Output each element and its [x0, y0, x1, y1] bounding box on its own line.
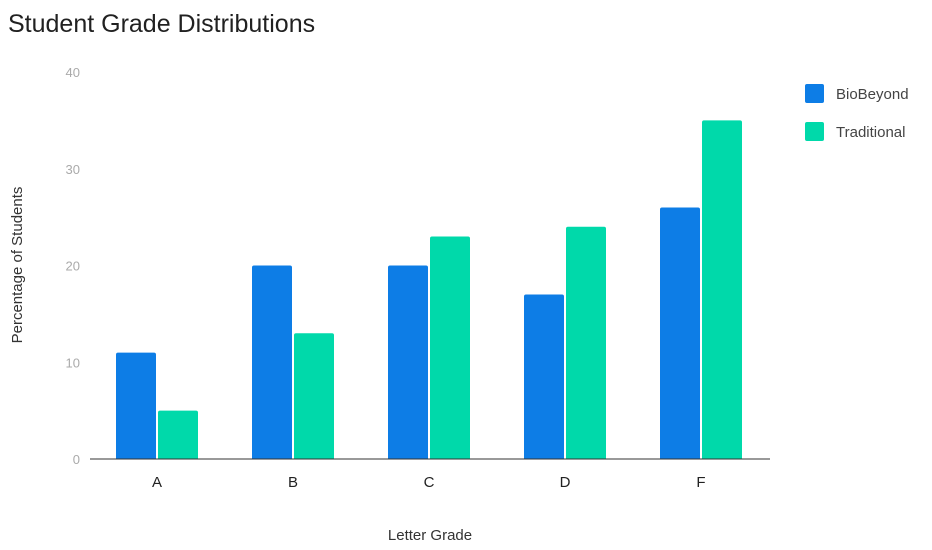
legend-swatch-biobeyond: [805, 84, 824, 103]
bar-traditional-f: [702, 120, 742, 459]
y-tick-label: 10: [66, 355, 80, 370]
legend-label-traditional: Traditional: [836, 124, 905, 141]
x-axis-label: Letter Grade: [388, 527, 472, 544]
bar-traditional-d: [566, 226, 606, 459]
chart-title: Student Grade Distributions: [8, 10, 315, 38]
y-tick-label: 40: [66, 65, 80, 80]
legend-swatch-traditional: [805, 122, 824, 141]
y-tick-label: 30: [66, 162, 80, 177]
bar-traditional-a: [158, 410, 198, 459]
x-tick-label: A: [152, 474, 162, 491]
x-tick-label: C: [424, 474, 435, 491]
bar-traditional-c: [430, 236, 470, 459]
bar-biobeyond-f: [660, 207, 700, 459]
bars: [116, 120, 742, 459]
y-axis-label: Percentage of Students: [9, 187, 26, 344]
bar-biobeyond-b: [252, 265, 292, 459]
bar-biobeyond-a: [116, 352, 156, 459]
x-tick-label: F: [696, 474, 705, 491]
y-tick-label: 20: [66, 259, 80, 274]
x-tick-label: D: [560, 474, 571, 491]
bar-biobeyond-c: [388, 265, 428, 459]
bar-biobeyond-d: [524, 294, 564, 459]
legend-label-biobeyond: BioBeyond: [836, 86, 909, 103]
x-tick-label: B: [288, 474, 298, 491]
legend: BioBeyond Traditional: [805, 84, 909, 141]
bar-traditional-b: [294, 333, 334, 459]
y-axis-ticks: 0 10 20 30 40: [66, 65, 80, 467]
y-tick-label: 0: [73, 452, 80, 467]
